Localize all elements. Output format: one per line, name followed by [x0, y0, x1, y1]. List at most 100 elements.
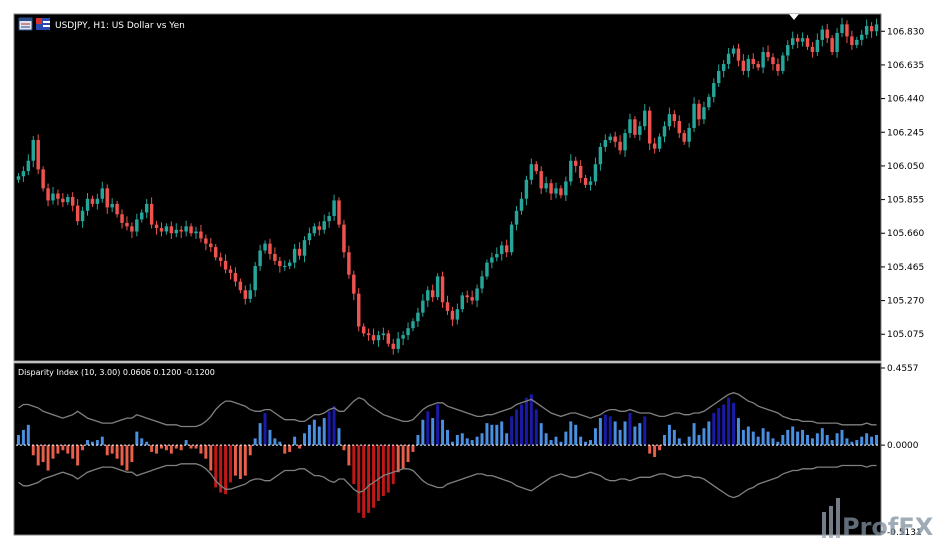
candle-body [46, 188, 50, 201]
disparity-bar [633, 426, 637, 446]
candle-body [322, 221, 326, 230]
disparity-bar [263, 412, 267, 446]
disparity-bar [46, 445, 50, 471]
candle-body [815, 39, 820, 52]
disparity-bar [564, 431, 568, 446]
disparity-bar [845, 438, 849, 446]
disparity-bar [140, 438, 144, 446]
candle-body [21, 171, 26, 177]
disparity-bar [66, 445, 70, 454]
candle-body [248, 290, 252, 299]
candle-body [766, 51, 770, 58]
candle-body [490, 257, 494, 263]
disparity-bar [860, 436, 864, 446]
candle-body [495, 253, 499, 258]
candle-body [140, 212, 144, 220]
candle-body [874, 24, 879, 32]
candle-body [149, 203, 154, 225]
candle-body [411, 321, 415, 329]
candle-body [51, 193, 55, 201]
candle-body [283, 266, 287, 268]
disparity-bar [717, 407, 721, 446]
candle-body [623, 133, 627, 151]
disparity-bar [549, 440, 553, 446]
disparity-bar [786, 429, 790, 446]
candle-body [125, 222, 129, 227]
disparity-bar [401, 445, 405, 469]
disparity-bar [169, 445, 173, 454]
candle-body [209, 243, 213, 248]
disparity-bar [801, 429, 805, 446]
disparity-bar [658, 445, 662, 451]
candle-body [307, 233, 312, 241]
price-tick-label: 106.635 [887, 61, 924, 71]
disparity-bar [850, 441, 854, 446]
candle-body [144, 203, 149, 213]
disparity-bar [638, 423, 642, 446]
disparity-bar [194, 445, 198, 449]
price-tick-label: 105.465 [887, 263, 924, 273]
candle-body [726, 53, 731, 65]
candle-body [199, 231, 203, 239]
candle-body [776, 64, 780, 71]
candle-body [692, 103, 696, 128]
candle-body [860, 34, 864, 40]
disparity-bar [559, 441, 563, 446]
disparity-bar [515, 409, 519, 446]
disparity-bar [722, 404, 726, 446]
candle-body [366, 333, 371, 336]
candle-body [564, 181, 568, 196]
disparity-bar [174, 445, 178, 449]
disparity-bar [293, 436, 297, 446]
candle-body [26, 160, 31, 172]
disparity-bar [835, 433, 839, 446]
disparity-bar [327, 411, 331, 446]
disparity-bar [367, 445, 371, 513]
candle-body [278, 260, 282, 267]
scroll-triangle-icon[interactable] [789, 14, 799, 20]
candle-body [450, 310, 455, 320]
disparity-bar [288, 445, 292, 452]
disparity-bar [298, 445, 302, 449]
disparity-bar [593, 428, 597, 446]
disparity-bar [436, 404, 440, 446]
candle-body [435, 276, 440, 298]
candle-body [95, 198, 100, 204]
disparity-bar [830, 440, 834, 446]
disparity-bar [534, 409, 538, 446]
disparity-bar [396, 445, 400, 473]
disparity-bar [337, 428, 341, 446]
candle-body [850, 36, 854, 46]
candle-body [569, 160, 573, 182]
candle-body [830, 38, 834, 52]
candle-body [761, 51, 765, 68]
candle-body [352, 274, 356, 294]
disparity-bar [672, 429, 676, 446]
candle-body [524, 179, 529, 199]
candle-body [820, 29, 825, 40]
candle-body [90, 198, 95, 204]
candle-body [317, 226, 322, 230]
candle-body [228, 269, 233, 273]
candle-body [539, 171, 543, 189]
candle-body [756, 64, 760, 68]
price-tick-label: 105.075 [887, 330, 924, 340]
disparity-bar [76, 445, 80, 466]
candle-body [361, 326, 366, 334]
candle-body [273, 253, 277, 261]
disparity-bar [115, 445, 119, 459]
disparity-bar [21, 429, 25, 446]
candle-body [263, 243, 267, 251]
disparity-bar [663, 434, 666, 446]
candle-body [790, 38, 795, 46]
disparity-bar [791, 426, 795, 446]
candle-body [657, 136, 662, 149]
candle-body [41, 169, 45, 189]
disparity-bar [702, 428, 706, 446]
candle-body [292, 248, 297, 263]
indicator-panel[interactable] [13, 362, 882, 536]
candle-body [154, 224, 159, 229]
disparity-bar [317, 426, 321, 446]
disparity-bar [781, 434, 785, 446]
